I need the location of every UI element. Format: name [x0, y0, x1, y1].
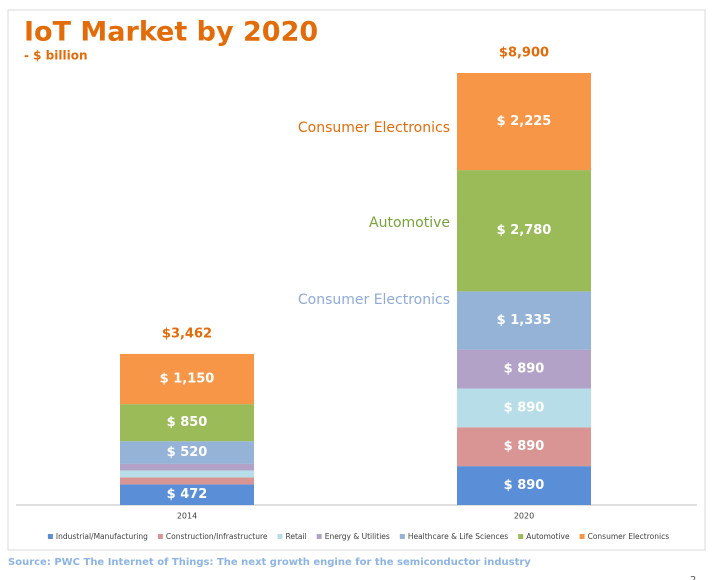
legend-label: Consumer Electronics [588, 532, 670, 541]
data-label: $ 2,780 [497, 223, 552, 238]
data-label: $ 890 [504, 478, 545, 493]
legend-swatch [277, 534, 283, 539]
legend-label: Industrial/Manufacturing [56, 532, 148, 541]
bar-segment [457, 388, 591, 428]
legend-label: Automotive [526, 532, 570, 541]
legend-swatch [157, 534, 163, 539]
bar-segment [120, 470, 254, 478]
legend-label: Construction/Infrastructure [166, 532, 268, 541]
total-label: $3,462 [162, 326, 212, 341]
bar-segment [457, 170, 591, 292]
source: Source: PWC The Internet of Things: The … [8, 557, 531, 568]
bar-segment [457, 349, 591, 389]
x-tick-label: 2014 [177, 512, 197, 521]
data-label: $ 472 [167, 487, 208, 502]
bar-segment [120, 353, 254, 405]
data-label: $ 1,335 [497, 313, 552, 328]
legend-swatch [316, 534, 322, 539]
annotation: Consumer Electronics [298, 120, 450, 136]
page-number: 2 [690, 575, 696, 580]
legend-label: Retail [286, 532, 307, 541]
chart-title: IoT Market by 2020 [24, 17, 318, 48]
chart-subtitle: - $ billion [24, 49, 88, 63]
data-label: $ 850 [167, 415, 208, 430]
bar-segment [457, 291, 591, 350]
bar-segment [457, 466, 591, 505]
data-label: $ 1,150 [160, 372, 215, 387]
bar-segment [120, 463, 254, 471]
bar-segment [120, 484, 254, 505]
legend-label: Energy & Utilities [325, 532, 390, 541]
data-label: $ 520 [167, 445, 208, 460]
annotation: Consumer Electronics [298, 292, 450, 308]
legend-swatch [47, 534, 53, 539]
bar-segment [457, 73, 591, 171]
x-tick-label: 2020 [514, 512, 534, 521]
annotation: Automotive [369, 215, 450, 231]
legend-swatch [518, 534, 524, 539]
data-label: $ 890 [504, 400, 545, 415]
bar-segment [120, 441, 254, 464]
data-label: $ 2,225 [497, 114, 552, 129]
bar-segment [120, 477, 254, 485]
legend-swatch [579, 534, 585, 539]
data-label: $ 890 [504, 439, 545, 454]
bar-segment [120, 404, 254, 442]
legend-label: Healthcare & Life Sciences [408, 532, 508, 541]
data-label: $ 890 [504, 362, 545, 377]
chart-frame [7, 9, 706, 551]
total-label: $8,900 [499, 46, 549, 61]
bar-segment [457, 427, 591, 467]
legend-swatch [399, 534, 405, 539]
